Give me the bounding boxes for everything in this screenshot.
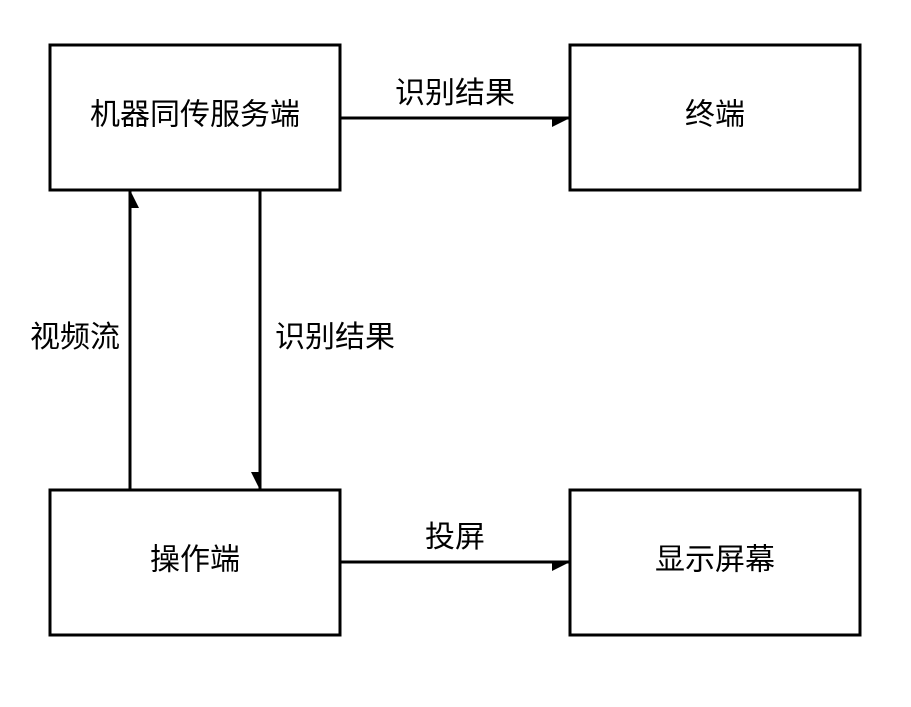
edge-operator-to-server: 视频流 [30,190,130,490]
edge-server-to-operator: 识别结果 [260,190,395,490]
edge-server-to-terminal: 识别结果 [340,77,570,118]
node-operator-label: 操作端 [150,543,240,576]
edge-operator-to-server-label: 视频流 [30,321,120,354]
node-display-label: 显示屏幕 [655,543,775,576]
edge-server-to-operator-label: 识别结果 [275,321,395,354]
node-display: 显示屏幕 [570,490,860,635]
node-server-label: 机器同传服务端 [90,98,300,131]
node-server: 机器同传服务端 [50,45,340,190]
node-operator: 操作端 [50,490,340,635]
edge-operator-to-display: 投屏 [340,521,570,562]
edge-operator-to-display-label: 投屏 [425,521,485,554]
node-terminal: 终端 [570,45,860,190]
node-terminal-label: 终端 [685,98,745,131]
edge-server-to-terminal-label: 识别结果 [395,77,515,110]
